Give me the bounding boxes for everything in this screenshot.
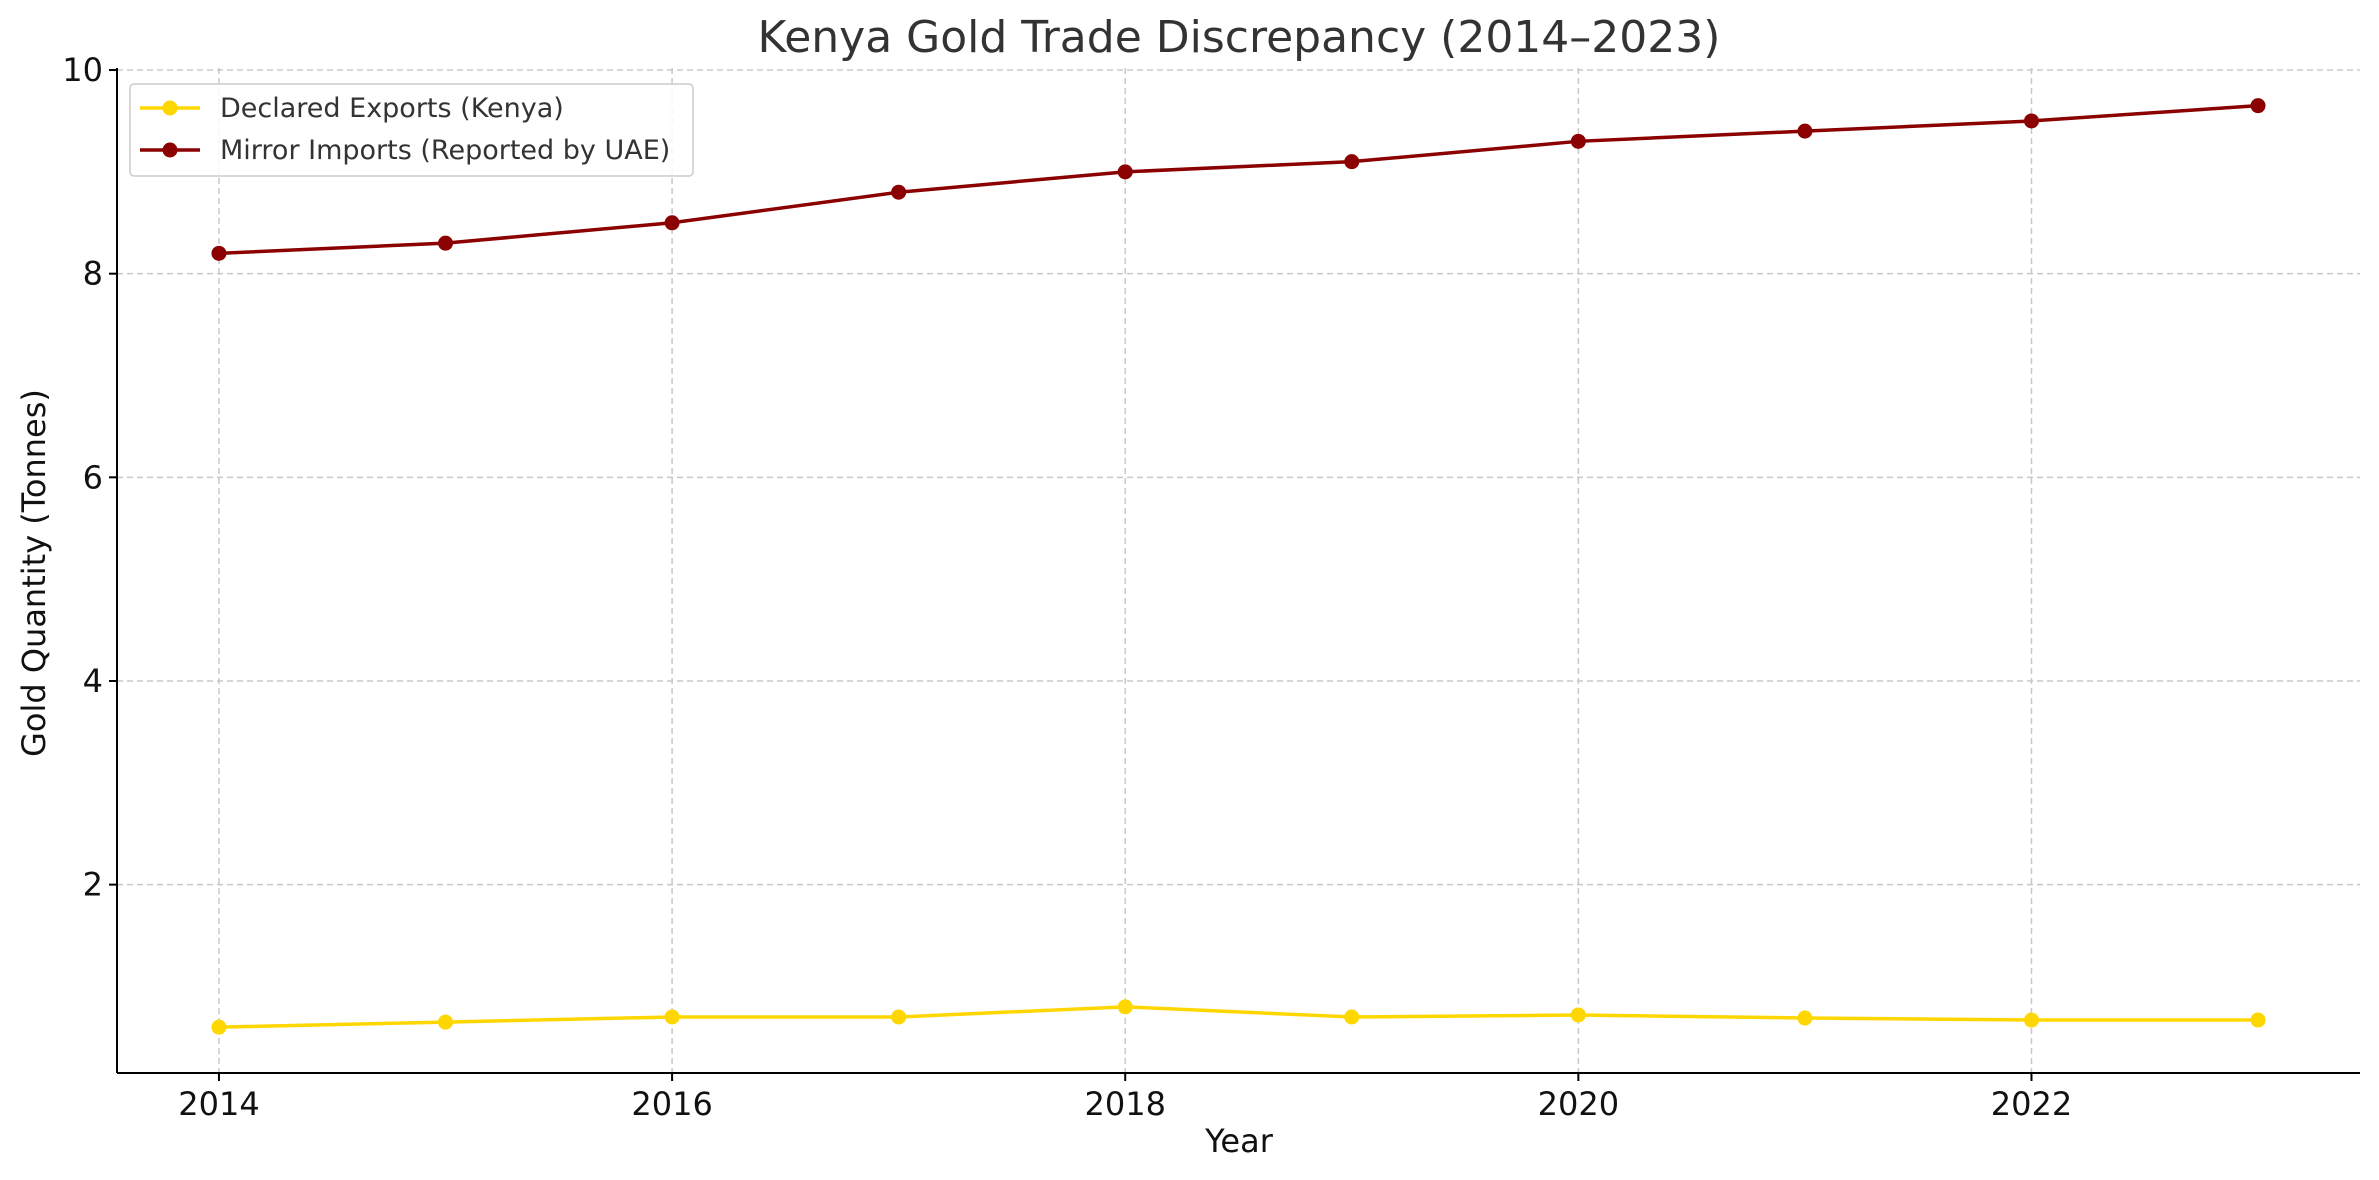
data-point xyxy=(438,235,454,251)
series-line xyxy=(218,1005,2259,1029)
legend-box xyxy=(129,83,694,177)
y-axis-label: Gold Quantity (Tonnes) xyxy=(15,389,53,757)
x-tick-label: 2022 xyxy=(1991,1085,2072,1123)
data-point xyxy=(664,215,680,231)
data-point xyxy=(1570,133,1586,149)
x-tick-label: 2014 xyxy=(178,1085,259,1123)
y-tick-label: 6 xyxy=(83,458,103,496)
y-tick-label: 2 xyxy=(83,866,103,904)
data-point xyxy=(211,245,227,261)
legend-item: Declared Exports (Kenya) xyxy=(140,93,564,124)
data-point xyxy=(1117,999,1133,1015)
y-tick-label: 10 xyxy=(62,51,103,89)
data-point xyxy=(2250,1012,2266,1028)
series-0 xyxy=(211,999,2266,1035)
data-point xyxy=(1117,164,1133,180)
legend-label: Declared Exports (Kenya) xyxy=(220,93,564,124)
data-point xyxy=(2023,1012,2039,1028)
data-point xyxy=(1797,123,1813,139)
x-tick-label: 2016 xyxy=(631,1085,712,1123)
axes xyxy=(116,68,2360,1074)
data-point xyxy=(1344,1009,1360,1025)
legend-marker xyxy=(162,100,178,116)
data-point xyxy=(664,1009,680,1025)
x-tick-label: 2018 xyxy=(1084,1085,1165,1123)
grid xyxy=(117,68,2360,1073)
data-point xyxy=(891,1009,907,1025)
data-point xyxy=(1344,154,1360,170)
x-axis-label: Year xyxy=(1204,1122,1274,1160)
series-1 xyxy=(211,98,2266,261)
data-point xyxy=(438,1014,454,1030)
data-point xyxy=(891,184,907,200)
chart-title: Kenya Gold Trade Discrepancy (2014–2023) xyxy=(758,12,1721,63)
series-layer xyxy=(211,98,2266,1035)
series-line xyxy=(218,103,2259,256)
x-tick-label: 2020 xyxy=(1538,1085,1619,1123)
data-point xyxy=(2023,113,2039,129)
data-point xyxy=(1570,1007,1586,1023)
y-tick-label: 8 xyxy=(83,255,103,293)
legend-item: Mirror Imports (Reported by UAE) xyxy=(140,135,670,166)
legend-marker xyxy=(162,142,178,158)
legend-label: Mirror Imports (Reported by UAE) xyxy=(220,135,670,166)
tick-labels: 2014 2016 2018 2020 2022 2 4 6 8 10 xyxy=(62,51,2072,1123)
legend: Declared Exports (Kenya) Mirror Imports (… xyxy=(129,83,694,177)
data-point xyxy=(211,1019,227,1035)
data-point xyxy=(1797,1010,1813,1026)
data-point xyxy=(2250,98,2266,114)
y-tick-label: 4 xyxy=(83,662,103,700)
